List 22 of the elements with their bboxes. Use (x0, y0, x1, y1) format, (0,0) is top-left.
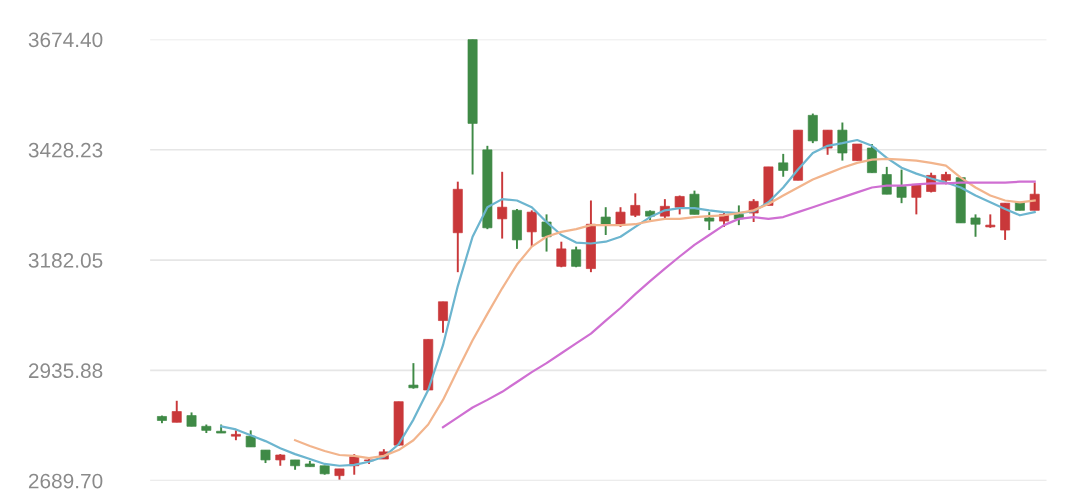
candlestick (970, 213, 981, 238)
candlestick (837, 121, 848, 162)
candlestick (615, 206, 626, 228)
y-tick-label: 3182.05 (28, 253, 103, 268)
y-tick-label: 2935.88 (28, 363, 103, 379)
candlestick (822, 129, 833, 156)
candlestick (1029, 181, 1040, 212)
candlestick (171, 399, 182, 424)
candlestick (911, 183, 922, 216)
y-tick-label: 2689.70 (28, 473, 103, 489)
candlestick (438, 300, 448, 334)
candlestick (630, 192, 641, 219)
y-tick-label: 3674.40 (28, 32, 103, 48)
candlestick (600, 206, 611, 236)
candlestick (408, 362, 419, 390)
candlestick (526, 209, 537, 248)
candlestick (896, 168, 907, 205)
candlestick (778, 152, 789, 178)
candlestick (497, 170, 508, 240)
candlestick (881, 165, 892, 196)
candlestick (556, 240, 567, 269)
y-tick-label: 3428.23 (28, 142, 103, 158)
